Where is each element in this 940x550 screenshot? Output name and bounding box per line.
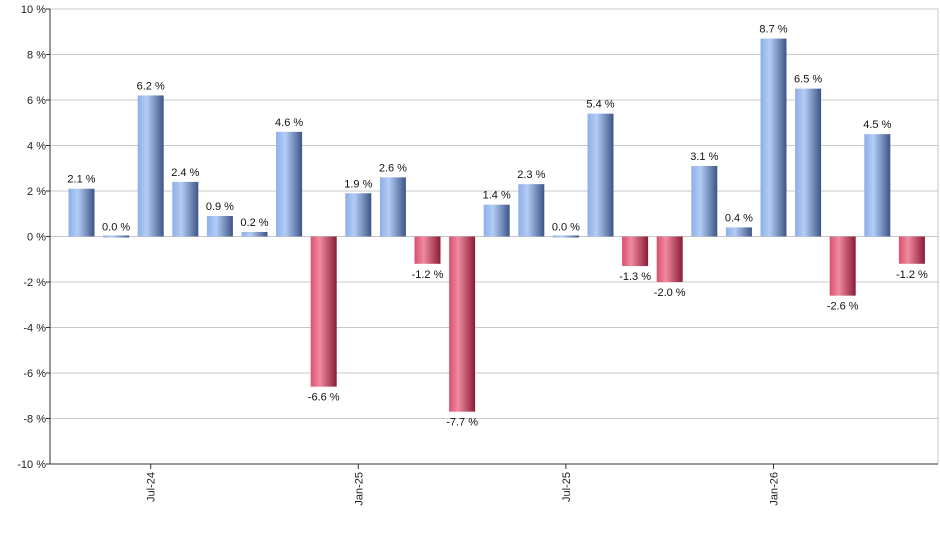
bar [622,236,649,267]
tick-labels: 10 % 8 % 6 % 4 % 2 % 0 % -2 % -4 % -6 % -8 % -10 %… [17,4,780,506]
y-tick-label: -8 % [23,414,46,426]
bar [760,38,787,237]
data-label: 1.4 % [483,190,511,202]
y-tick-label: 2 % [27,186,46,198]
data-label: 0.4 % [725,212,753,224]
data-label: 2.1 % [67,174,95,186]
y-tick-label: 8 % [27,50,46,62]
axes [46,8,938,469]
bar [379,177,406,237]
data-labels: 2.1 % 0.0 % 6.2 % 2.4 % 0.9 % 0.2 % 4.6 % -6.6 … [67,24,928,429]
bar [483,204,510,237]
bar [691,165,718,237]
data-label: -1.2 % [896,269,928,281]
y-tick-label: 6 % [27,95,46,107]
bars [68,38,925,412]
y-tick-label: -10 % [17,459,46,471]
data-label: 2.4 % [171,167,199,179]
data-label: 1.9 % [344,178,372,190]
bar [310,236,337,387]
bar [449,236,476,412]
data-label: 0.0 % [552,222,580,234]
data-label: -2.0 % [654,287,686,299]
data-label: 0.2 % [240,217,268,229]
y-tick-label: -2 % [23,277,46,289]
bar [414,236,441,264]
data-label: 5.4 % [586,99,614,111]
bar [829,236,856,296]
data-label: 6.2 % [137,80,165,92]
bar [552,235,579,238]
data-label: 0.9 % [206,201,234,213]
bar [518,184,545,237]
bar [345,193,372,237]
y-tick-label: 0 % [27,232,46,244]
x-tick-label: Jul-25 [561,472,573,502]
bar [656,236,683,282]
y-tick-label: 10 % [21,4,46,16]
bar [587,113,614,237]
bar [898,236,925,264]
data-label: 2.6 % [379,162,407,174]
bar [103,235,130,238]
data-label: 0.0 % [102,222,130,234]
data-label: 2.3 % [517,169,545,181]
y-tick-label: -4 % [23,323,46,335]
bar [206,216,233,237]
data-label: 4.6 % [275,117,303,129]
data-label: 3.1 % [690,151,718,163]
data-label: 6.5 % [794,74,822,86]
bar [795,88,822,237]
bar [864,134,891,237]
x-tick-label: Jan-26 [769,472,781,506]
y-tick-label: 4 % [27,141,46,153]
bar [137,95,164,237]
data-label: -2.6 % [827,301,859,313]
data-label: -1.3 % [619,271,651,283]
y-tick-label: -6 % [23,368,46,380]
bar [725,227,752,237]
data-label: -6.6 % [308,392,340,404]
x-tick-label: Jul-24 [146,472,158,502]
data-label: -1.2 % [412,269,444,281]
bar [241,231,268,237]
bar [68,188,95,237]
bar [276,131,303,237]
x-tick-label: Jan-25 [353,472,365,506]
data-label: -7.7 % [446,417,478,429]
bar [172,181,199,237]
data-label: 4.5 % [863,119,891,131]
data-label: 8.7 % [759,24,787,36]
